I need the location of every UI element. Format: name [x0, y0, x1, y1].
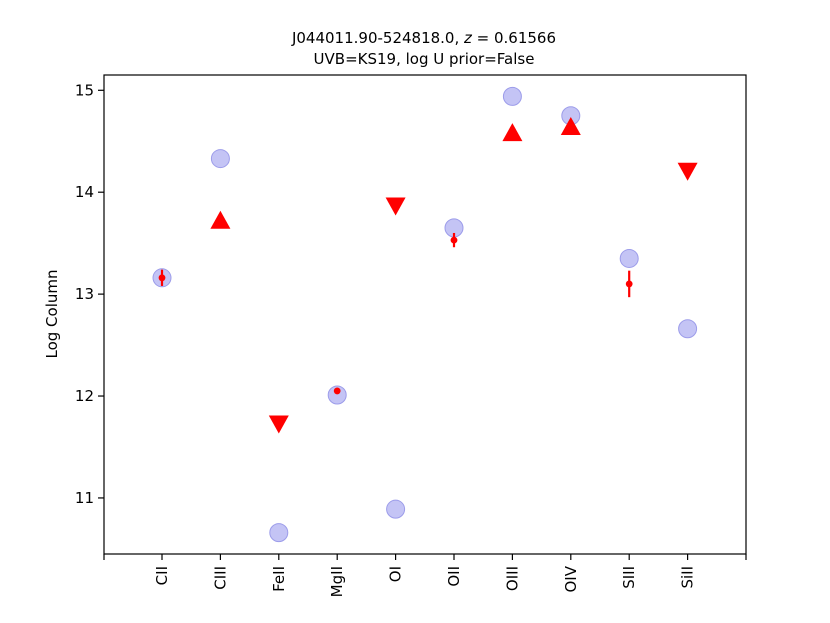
x-tick-label-siii: SiII — [679, 566, 697, 589]
x-tick-label-ciii: CIII — [211, 566, 229, 590]
model-point-mgii — [327, 385, 347, 405]
x-tick-label-oii: OII — [445, 566, 463, 587]
model-point-siii — [678, 319, 698, 339]
y-tick-label-13: 13 — [75, 285, 94, 303]
chart-title-line1: J044011.90-524818.0, z = 0.61566 — [291, 29, 556, 47]
chart-title-z-symbol: z — [463, 29, 473, 47]
model-point-siii — [619, 248, 639, 268]
x-tick-label-cii: CII — [153, 566, 171, 585]
model-point-ciii — [210, 149, 230, 169]
detection-point-mgii — [333, 387, 341, 395]
x-tick-label-oiv: OIV — [562, 565, 580, 592]
detection-point-oii — [450, 236, 458, 244]
lower-limit-marker-oiv — [560, 116, 581, 135]
x-tick-label-mgii: MgII — [328, 566, 346, 597]
detection-point-siii — [625, 280, 633, 288]
plot-marks — [152, 86, 698, 543]
model-point-oi — [386, 499, 406, 519]
lower-limit-marker-ciii — [210, 210, 231, 229]
x-tick-label-feii: FeII — [270, 566, 288, 592]
y-tick-label-12: 12 — [75, 387, 94, 405]
x-tick-label-oi: OI — [387, 566, 405, 582]
upper-limit-marker-oi — [385, 197, 406, 216]
model-point-oiii — [502, 86, 522, 106]
chart-title-line2: UVB=KS19, log U prior=False — [314, 50, 535, 68]
y-tick-label-14: 14 — [75, 183, 94, 201]
plot-frame — [103, 74, 747, 555]
y-axis-label: Log Column — [43, 269, 61, 358]
lower-limit-marker-oiii — [502, 123, 523, 142]
x-tick-label-siii: SIII — [620, 566, 638, 589]
model-point-feii — [269, 523, 289, 543]
upper-limit-marker-feii — [268, 415, 289, 434]
chart-title-z-value: = 0.61566 — [472, 29, 556, 47]
detection-point-cii — [158, 274, 166, 282]
upper-limit-marker-siii — [677, 162, 698, 181]
axes: 11 12 13 14 15 CII CIII FeII MgII OI OII OIII OIV SII… — [75, 74, 747, 597]
y-tick-label-15: 15 — [75, 81, 94, 99]
x-tick-label-oiii: OIII — [503, 566, 521, 591]
chart-title-object: J044011.90-524818.0, — [291, 29, 464, 47]
y-tick-label-11: 11 — [75, 489, 94, 507]
